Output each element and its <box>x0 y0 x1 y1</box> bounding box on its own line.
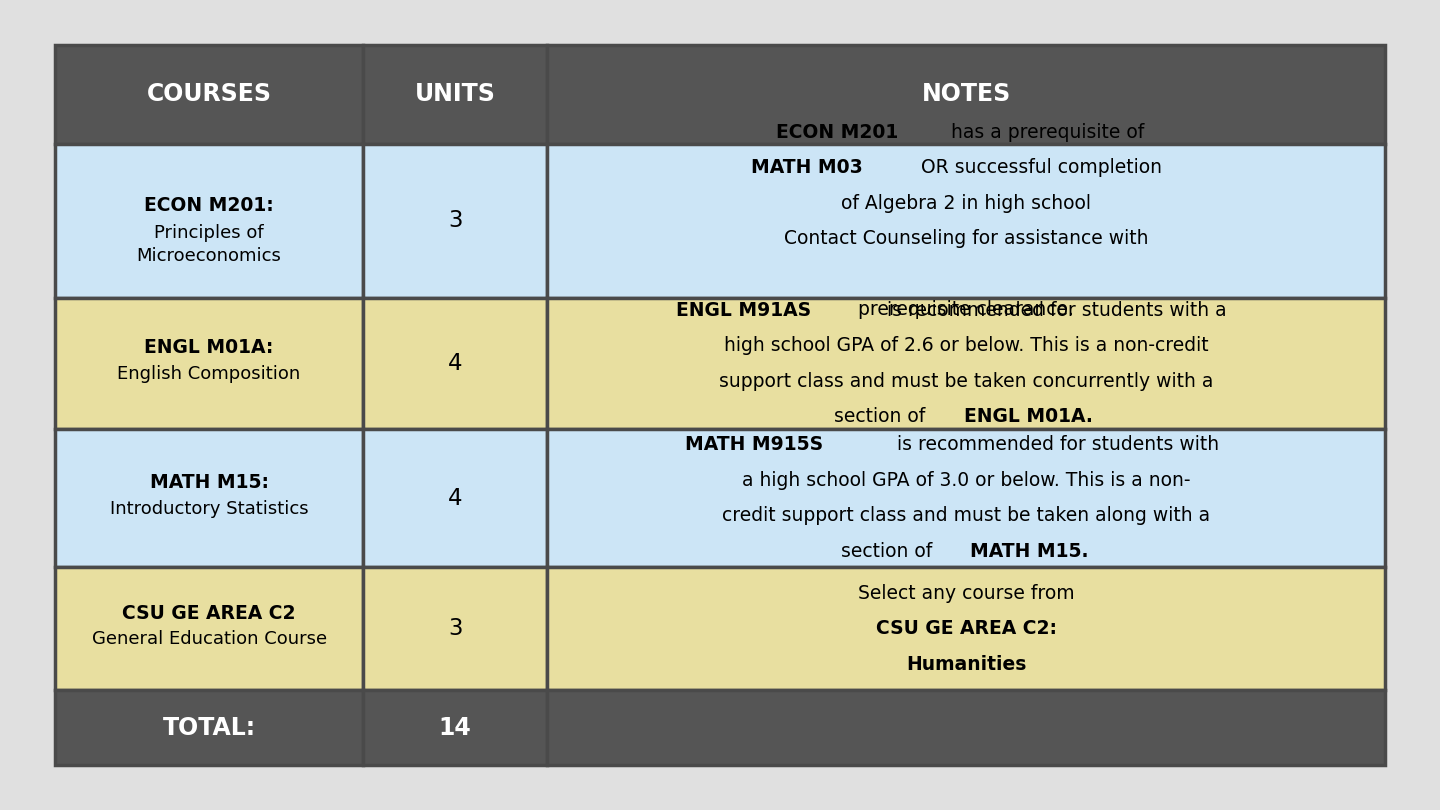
Text: prerequisite clearance.: prerequisite clearance. <box>858 300 1074 319</box>
Text: CSU GE AREA C2:: CSU GE AREA C2: <box>876 620 1057 638</box>
Text: Contact Counseling for assistance with: Contact Counseling for assistance with <box>783 229 1149 248</box>
Bar <box>547 690 1385 765</box>
Text: Humanities: Humanities <box>906 654 1027 674</box>
Bar <box>547 143 1385 298</box>
Bar <box>55 567 363 690</box>
Bar <box>55 143 363 298</box>
Text: MATH M15:: MATH M15: <box>150 473 269 492</box>
Text: section of: section of <box>841 542 939 561</box>
Text: is recommended for students with a: is recommended for students with a <box>880 301 1225 320</box>
Bar <box>547 45 1385 143</box>
Bar <box>547 428 1385 567</box>
Text: high school GPA of 2.6 or below. This is a non-credit: high school GPA of 2.6 or below. This is… <box>724 336 1208 356</box>
Bar <box>55 298 363 428</box>
Bar <box>55 45 363 143</box>
Text: General Education Course: General Education Course <box>92 630 327 648</box>
Bar <box>363 298 547 428</box>
Text: 3: 3 <box>448 617 462 640</box>
Text: NOTES: NOTES <box>922 82 1011 106</box>
Text: 3: 3 <box>448 209 462 232</box>
Text: Select any course from: Select any course from <box>858 584 1074 603</box>
Text: a high school GPA of 3.0 or below. This is a non-: a high school GPA of 3.0 or below. This … <box>742 471 1191 490</box>
Bar <box>363 690 547 765</box>
Text: MATH M03: MATH M03 <box>750 158 863 177</box>
Text: ECON M201:: ECON M201: <box>144 195 274 215</box>
Bar <box>363 143 547 298</box>
Bar <box>363 567 547 690</box>
Text: Introductory Statistics: Introductory Statistics <box>109 500 308 518</box>
Text: English Composition: English Composition <box>118 365 301 383</box>
Text: of Algebra 2 in high school: of Algebra 2 in high school <box>841 194 1092 212</box>
Text: CSU GE AREA C2: CSU GE AREA C2 <box>122 603 295 623</box>
Bar <box>55 428 363 567</box>
Bar <box>547 567 1385 690</box>
Text: section of: section of <box>834 407 932 426</box>
Bar <box>547 298 1385 428</box>
Text: MATH M915S: MATH M915S <box>685 436 824 454</box>
Text: 4: 4 <box>448 487 462 509</box>
Text: 4: 4 <box>448 352 462 375</box>
Bar <box>363 428 547 567</box>
Text: 14: 14 <box>439 716 471 740</box>
Text: ECON M201: ECON M201 <box>776 123 899 142</box>
Bar <box>55 690 363 765</box>
Text: ENGL M01A.: ENGL M01A. <box>965 407 1093 426</box>
Text: has a prerequisite of: has a prerequisite of <box>946 123 1145 142</box>
Text: ENGL M91AS: ENGL M91AS <box>675 301 811 320</box>
Text: ENGL M01A:: ENGL M01A: <box>144 338 274 357</box>
Text: support class and must be taken concurrently with a: support class and must be taken concurre… <box>719 372 1214 390</box>
Text: UNITS: UNITS <box>415 82 495 106</box>
Text: TOTAL:: TOTAL: <box>163 716 256 740</box>
Text: MATH M15.: MATH M15. <box>969 542 1089 561</box>
Text: credit support class and must be taken along with a: credit support class and must be taken a… <box>721 506 1210 526</box>
Text: is recommended for students with: is recommended for students with <box>891 436 1220 454</box>
Bar <box>363 45 547 143</box>
Text: Principles of
Microeconomics: Principles of Microeconomics <box>137 224 281 265</box>
Text: OR successful completion: OR successful completion <box>914 158 1162 177</box>
Text: COURSES: COURSES <box>147 82 272 106</box>
